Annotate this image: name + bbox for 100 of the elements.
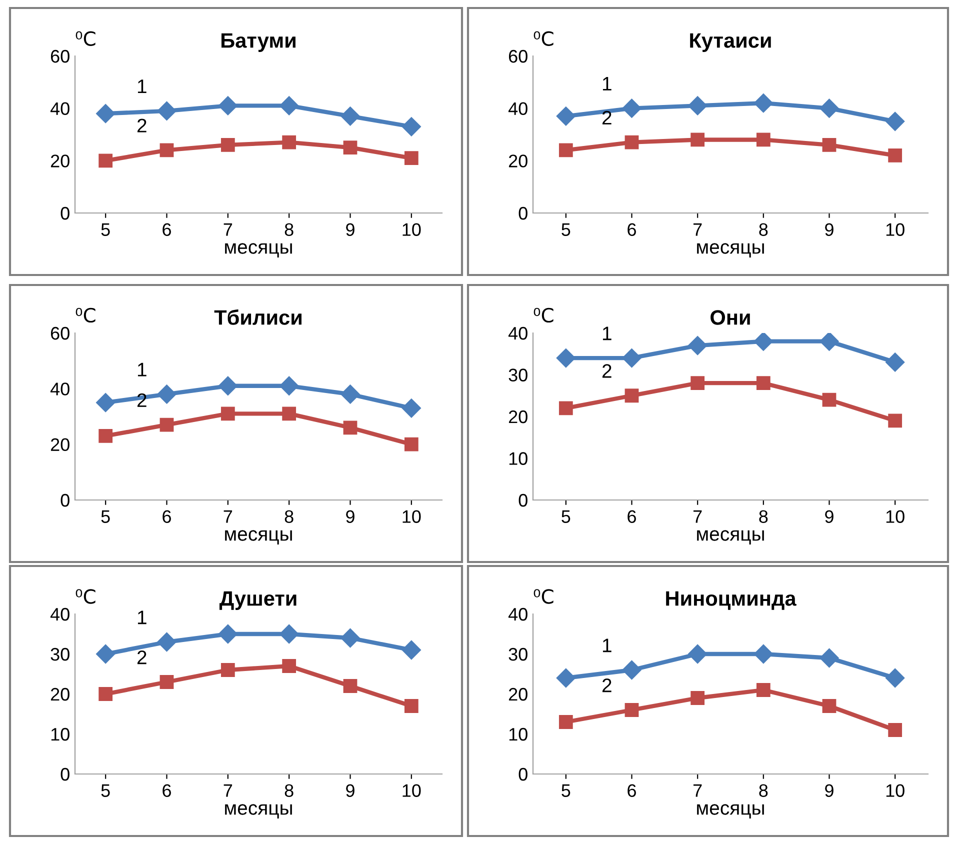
point bbox=[404, 699, 418, 713]
point bbox=[220, 663, 235, 677]
y-tick-label: 60 bbox=[50, 326, 70, 340]
x-tick-label: 8 bbox=[759, 510, 768, 523]
y-tick-label: 40 bbox=[50, 608, 70, 621]
x-tick-label: 6 bbox=[162, 784, 171, 797]
point bbox=[820, 648, 839, 668]
chart-title: Душети bbox=[220, 591, 296, 610]
point bbox=[886, 668, 905, 688]
x-tick-label: 6 bbox=[162, 223, 171, 236]
x-tick-label: 10 bbox=[886, 223, 904, 236]
y-tick-label: 60 bbox=[50, 50, 70, 63]
x-tick-label: 10 bbox=[886, 510, 904, 523]
x-axis-title: месяцы bbox=[225, 530, 292, 545]
x-axis-title: месяцы bbox=[697, 804, 764, 819]
point bbox=[822, 699, 836, 713]
y-axis-title: ⁰C bbox=[76, 308, 96, 323]
x-tick-label: 6 bbox=[628, 510, 636, 523]
point bbox=[820, 98, 839, 118]
y-tick-label: 0 bbox=[518, 768, 528, 781]
x-tick-label: 6 bbox=[628, 223, 636, 236]
x-tick-label: 8 bbox=[284, 784, 294, 797]
x-tick-label: 7 bbox=[224, 784, 232, 797]
y-axis-title: ⁰C bbox=[76, 589, 96, 604]
annotation: 1 bbox=[602, 326, 612, 340]
point bbox=[343, 420, 358, 435]
x-tick-label: 5 bbox=[562, 510, 570, 523]
y-tick-label: 40 bbox=[50, 102, 70, 116]
point bbox=[820, 333, 839, 351]
annotation: 2 bbox=[602, 110, 612, 124]
point bbox=[96, 393, 116, 412]
point bbox=[220, 406, 235, 421]
point bbox=[754, 333, 773, 351]
y-tick-label: 20 bbox=[508, 688, 528, 701]
point bbox=[218, 376, 238, 396]
point bbox=[822, 392, 836, 407]
chart-title: Они bbox=[710, 310, 750, 325]
chart-title: Батуми bbox=[221, 33, 296, 52]
x-tick-label: 10 bbox=[886, 784, 904, 797]
point bbox=[96, 644, 116, 664]
y-tick-label: 30 bbox=[508, 368, 528, 382]
y-tick-label: 30 bbox=[508, 648, 528, 661]
point bbox=[340, 384, 360, 404]
y-axis-title: ⁰C bbox=[76, 31, 96, 46]
annotation: 2 bbox=[137, 118, 146, 132]
annotation: 1 bbox=[138, 610, 146, 624]
annotation: 1 bbox=[138, 80, 146, 94]
x-tick-label: 9 bbox=[346, 510, 354, 523]
y-tick-label: 20 bbox=[50, 438, 70, 452]
annotation: 2 bbox=[602, 364, 612, 378]
x-tick-label: 9 bbox=[346, 784, 354, 797]
point bbox=[280, 96, 299, 116]
point bbox=[404, 151, 418, 165]
annotation: 2 bbox=[137, 650, 146, 664]
y-tick-label: 40 bbox=[508, 608, 528, 621]
annotation: 1 bbox=[602, 638, 612, 652]
chart-title: Кутаиси bbox=[690, 33, 771, 52]
point bbox=[282, 406, 296, 421]
x-tick-label: 8 bbox=[759, 223, 768, 236]
point bbox=[160, 143, 174, 158]
point bbox=[886, 352, 905, 372]
point bbox=[756, 376, 770, 390]
point bbox=[220, 138, 235, 152]
chart-title: Ниноцминда bbox=[666, 591, 796, 610]
x-tick-label: 9 bbox=[825, 510, 834, 523]
y-tick-label: 0 bbox=[518, 206, 528, 220]
y-tick-label: 40 bbox=[508, 326, 528, 340]
point bbox=[690, 691, 705, 705]
point bbox=[624, 703, 639, 717]
point bbox=[556, 106, 576, 126]
point bbox=[622, 98, 642, 118]
y-tick-label: 40 bbox=[508, 102, 528, 116]
x-tick-label: 7 bbox=[693, 784, 702, 797]
point bbox=[822, 138, 836, 152]
x-tick-label: 8 bbox=[759, 784, 768, 797]
y-tick-label: 20 bbox=[50, 688, 70, 701]
x-tick-label: 7 bbox=[693, 223, 702, 236]
point bbox=[888, 148, 902, 162]
point bbox=[624, 135, 639, 150]
point bbox=[402, 398, 421, 418]
y-tick-label: 20 bbox=[508, 154, 528, 168]
point bbox=[556, 668, 576, 688]
point bbox=[343, 140, 358, 155]
point bbox=[756, 132, 770, 147]
point bbox=[340, 106, 360, 126]
x-axis-title: месяцы bbox=[697, 530, 764, 545]
point bbox=[558, 715, 573, 729]
x-axis-title: месяцы bbox=[225, 804, 292, 819]
x-tick-label: 9 bbox=[825, 784, 834, 797]
point bbox=[218, 96, 238, 116]
y-tick-label: 0 bbox=[518, 494, 528, 507]
y-tick-label: 60 bbox=[508, 50, 528, 63]
x-tick-label: 8 bbox=[284, 223, 294, 236]
y-tick-label: 10 bbox=[509, 728, 528, 741]
point bbox=[96, 104, 116, 124]
point bbox=[888, 414, 902, 428]
point bbox=[756, 683, 770, 697]
point bbox=[556, 348, 576, 368]
x-tick-label: 8 bbox=[284, 510, 294, 523]
y-tick-label: 0 bbox=[60, 494, 70, 507]
